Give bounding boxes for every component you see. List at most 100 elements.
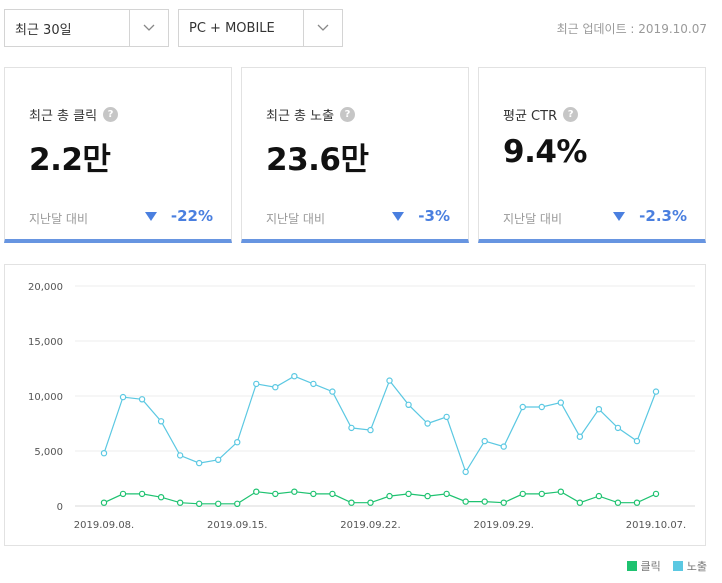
legend-label-impressions: 노출 <box>686 560 707 573</box>
y-tick-label: 10,000 <box>28 392 63 403</box>
total-impressions-card: 최근 총 노출 ? 23.6만 지난달 대비 -3% <box>241 67 469 243</box>
data-point-impressions[interactable] <box>176 452 184 459</box>
data-point-impressions[interactable] <box>272 383 279 391</box>
change-value: -3% <box>418 207 450 225</box>
chart-legend: 클릭 노출 <box>615 558 707 574</box>
help-icon[interactable]: ? <box>340 107 356 122</box>
data-point-clicks[interactable] <box>215 500 222 507</box>
data-point-impressions[interactable] <box>195 459 203 467</box>
data-point-impressions[interactable] <box>386 377 393 384</box>
data-point-clicks[interactable] <box>348 499 355 506</box>
x-tick-label: 2019.09.29. <box>474 520 534 531</box>
legend-swatch-clicks <box>626 561 637 571</box>
data-point-clicks[interactable] <box>538 490 545 498</box>
card-value: 2.2만 <box>29 142 111 178</box>
data-point-clicks[interactable] <box>253 488 260 495</box>
data-point-impressions[interactable] <box>481 437 488 445</box>
data-point-impressions[interactable] <box>310 380 317 388</box>
data-point-impressions[interactable] <box>291 372 298 380</box>
y-tick-label: 15,000 <box>28 337 63 348</box>
data-point-impressions[interactable] <box>367 426 374 434</box>
card-title: 최근 총 클릭 ? <box>29 105 119 124</box>
data-point-clicks[interactable] <box>310 490 317 498</box>
total-clicks-card: 최근 총 클릭 ? 2.2만 지난달 대비 -22% <box>4 67 232 243</box>
data-point-clicks[interactable] <box>519 490 526 498</box>
data-point-clicks[interactable] <box>176 499 184 506</box>
data-point-impressions[interactable] <box>519 403 526 411</box>
data-point-impressions[interactable] <box>538 403 545 411</box>
data-point-clicks[interactable] <box>652 490 660 498</box>
data-point-impressions[interactable] <box>576 433 584 440</box>
data-point-clicks[interactable] <box>291 488 298 495</box>
data-point-impressions[interactable] <box>633 437 641 445</box>
card-title-text: 평균 CTR <box>503 109 558 124</box>
data-point-clicks[interactable] <box>386 492 393 500</box>
data-point-impressions[interactable] <box>119 393 127 401</box>
data-point-impressions[interactable] <box>234 438 241 446</box>
data-point-impressions[interactable] <box>405 401 412 408</box>
legend-swatch-impressions <box>672 561 683 571</box>
data-point-impressions[interactable] <box>652 388 660 395</box>
data-point-impressions[interactable] <box>329 388 336 395</box>
data-point-clicks[interactable] <box>557 488 565 495</box>
y-tick-label: 5,000 <box>34 447 63 458</box>
data-point-clicks[interactable] <box>595 492 603 500</box>
card-title: 최근 총 노출 ? <box>266 105 356 124</box>
data-point-clicks[interactable] <box>234 500 241 507</box>
data-point-impressions[interactable] <box>157 418 165 425</box>
trend-chart: 0 5,000 10,000 15,000 20,000 2019.09.08. 2019.… <box>4 264 706 546</box>
change-indicator: -22% <box>144 207 213 225</box>
data-point-impressions[interactable] <box>215 456 222 463</box>
data-point-impressions[interactable] <box>348 424 355 432</box>
data-point-clicks[interactable] <box>367 499 374 506</box>
data-point-clicks[interactable] <box>329 490 336 498</box>
data-point-clicks[interactable] <box>462 498 469 505</box>
data-point-impressions[interactable] <box>500 443 507 450</box>
data-point-impressions[interactable] <box>443 413 450 421</box>
data-point-impressions[interactable] <box>100 449 108 457</box>
compare-label: 지난달 대비 <box>503 212 563 226</box>
device-select[interactable]: PC + MOBILE <box>178 9 343 47</box>
data-point-clicks[interactable] <box>500 499 507 506</box>
line-chart-svg: 0 5,000 10,000 15,000 20,000 2019.09.08. 2019.… <box>28 282 695 531</box>
change-value: -22% <box>170 207 213 225</box>
data-point-clicks[interactable] <box>614 499 622 506</box>
data-point-impressions[interactable] <box>557 399 565 406</box>
chevron-down-icon[interactable] <box>303 10 342 46</box>
x-tick-label: 2019.09.22. <box>340 520 400 531</box>
data-point-clicks[interactable] <box>138 490 146 498</box>
x-tick-label: 2019.09.08. <box>74 520 134 531</box>
data-point-impressions[interactable] <box>138 396 146 403</box>
change-indicator: -2.3% <box>613 207 687 225</box>
card-value: 9.4% <box>503 134 587 170</box>
legend-item-impressions[interactable]: 노출 <box>672 558 707 574</box>
period-select[interactable]: 최근 30일 <box>4 9 169 47</box>
data-point-impressions[interactable] <box>595 405 603 413</box>
data-point-clicks[interactable] <box>195 500 203 507</box>
data-point-clicks[interactable] <box>443 490 450 498</box>
change-value: -2.3% <box>639 207 687 225</box>
data-point-clicks[interactable] <box>633 499 641 506</box>
data-point-clicks[interactable] <box>481 498 488 505</box>
compare-label: 지난달 대비 <box>266 212 326 226</box>
data-point-clicks[interactable] <box>424 492 431 500</box>
data-point-clicks[interactable] <box>119 490 127 498</box>
data-point-impressions[interactable] <box>614 424 622 432</box>
down-triangle-icon <box>613 211 626 221</box>
data-point-clicks[interactable] <box>272 490 279 498</box>
data-point-clicks[interactable] <box>576 499 584 506</box>
change-indicator: -3% <box>392 207 450 225</box>
average-ctr-card: 평균 CTR ? 9.4% 지난달 대비 -2.3% <box>478 67 706 243</box>
data-point-impressions[interactable] <box>424 420 431 427</box>
data-point-impressions[interactable] <box>253 380 260 388</box>
help-icon[interactable]: ? <box>563 107 579 122</box>
chevron-down-icon[interactable] <box>129 10 168 46</box>
x-tick-label: 2019.10.07. <box>626 520 686 531</box>
data-point-clicks[interactable] <box>405 490 412 498</box>
data-point-clicks[interactable] <box>100 499 108 506</box>
legend-label-clicks: 클릭 <box>640 560 661 573</box>
legend-item-clicks[interactable]: 클릭 <box>626 558 661 574</box>
help-icon[interactable]: ? <box>103 107 119 122</box>
data-point-impressions[interactable] <box>462 468 469 476</box>
data-point-clicks[interactable] <box>157 493 165 501</box>
